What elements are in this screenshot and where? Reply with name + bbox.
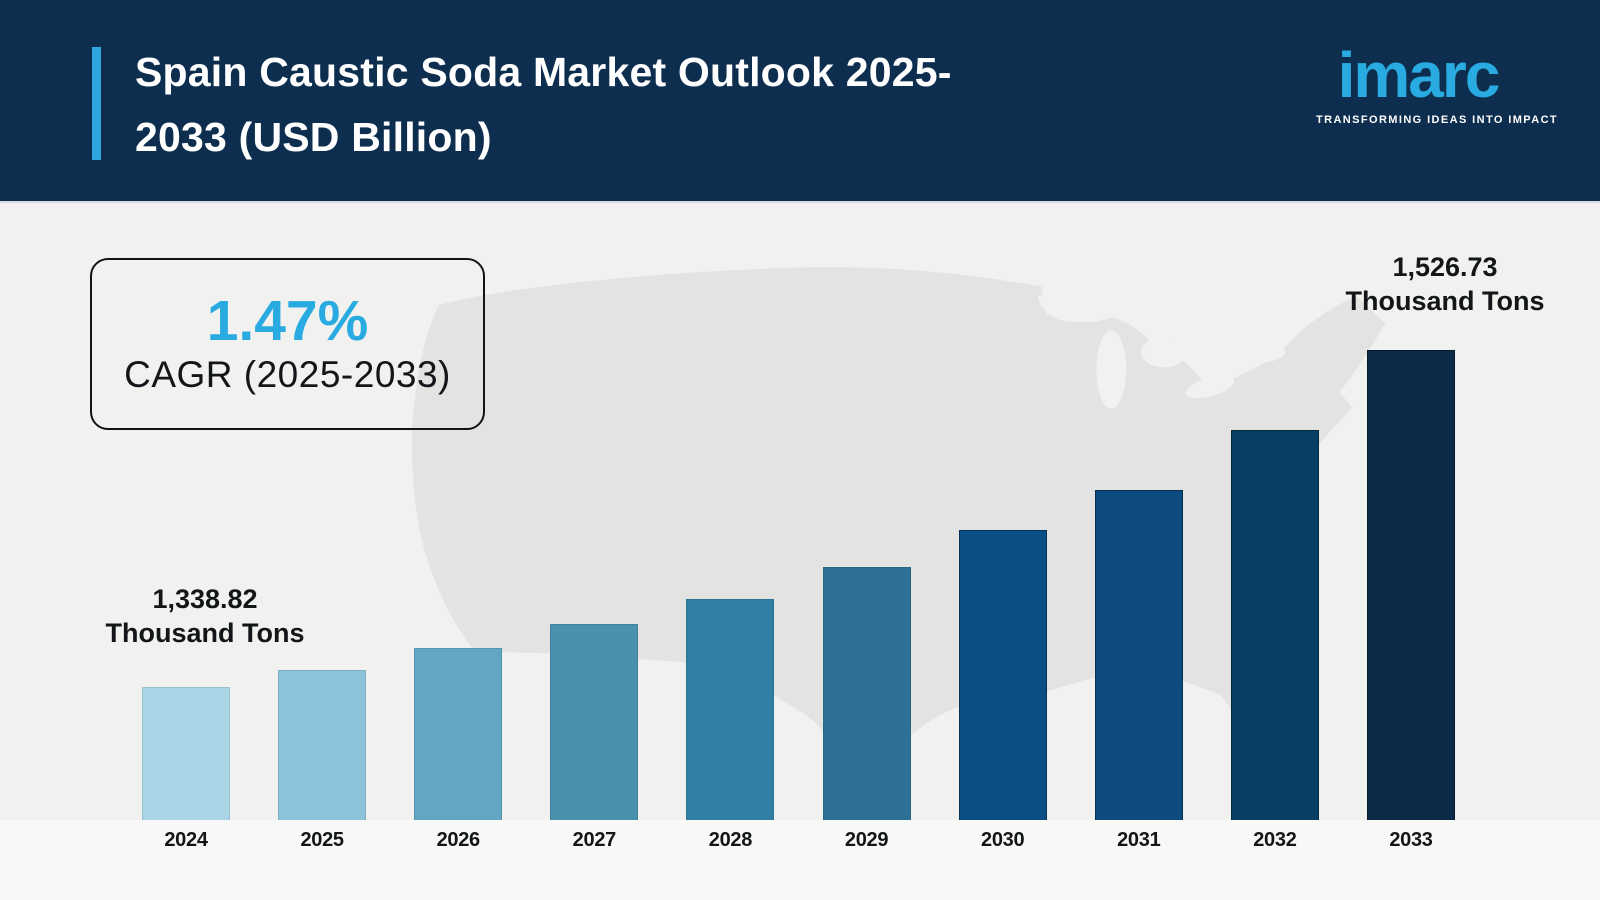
bars-row: 2024 2025 2026 2027 2028 2029 2030 2031 2032 2033 (142, 344, 1455, 851)
bar-2029 (822, 567, 911, 820)
bar-2033 (1366, 350, 1455, 820)
bar-column-2028: 2028 (686, 344, 775, 851)
imarc-logo-tagline: TRANSFORMING IDEAS INTO IMPACT (1316, 114, 1559, 126)
bar-column-2033: 2033 (1366, 344, 1455, 851)
x-axis-label-2032: 2032 (1253, 829, 1297, 851)
bar-column-2029: 2029 (822, 344, 911, 851)
x-axis-label-2026: 2026 (436, 829, 481, 851)
lake-erie-shape (1185, 375, 1235, 399)
bar-2027 (550, 624, 639, 820)
bar-2026 (414, 648, 503, 820)
bar-column-2025: 2025 (278, 344, 367, 851)
page-title-line-2: 2033 (USD Billion) (135, 114, 492, 160)
chart-area: 1.47% CAGR (2025-2033) 1,338.82 Thousand… (0, 203, 1600, 900)
bar-2025 (278, 670, 367, 820)
data-label-2024: 1,338.82 Thousand Tons (100, 582, 310, 650)
data-label-2024-value: 1,338.82 (152, 584, 258, 614)
bar-column-2032: 2032 (1230, 344, 1319, 851)
x-axis-label-2031: 2031 (1117, 829, 1161, 851)
bar-2024 (142, 687, 230, 820)
bar-2032 (1230, 430, 1319, 820)
bar-column-2027: 2027 (550, 344, 639, 851)
data-label-2033: 1,526.73 Thousand Tons (1340, 250, 1550, 318)
data-label-2033-value: 1,526.73 (1392, 252, 1498, 282)
data-label-2033-unit: Thousand Tons (1345, 286, 1545, 316)
bar-2031 (1094, 490, 1183, 820)
x-axis-label-2027: 2027 (572, 829, 617, 851)
cagr-label: CAGR (2025-2033) (124, 354, 451, 395)
lake-michigan-shape (1096, 330, 1127, 409)
header-band: Spain Caustic Soda Market Outlook 2025- … (0, 0, 1600, 203)
cagr-value: 1.47% (206, 289, 369, 353)
bar-column-2026: 2026 (414, 344, 503, 851)
bar-column-2024: 2024 (142, 344, 230, 851)
page-title: Spain Caustic Soda Market Outlook 2025- … (135, 40, 1095, 170)
bar-2028 (686, 599, 775, 820)
data-label-2024-unit: Thousand Tons (105, 618, 305, 648)
x-axis-label-2024: 2024 (164, 829, 208, 851)
x-axis-label-2030: 2030 (981, 829, 1025, 851)
x-axis-strip (0, 820, 1600, 900)
lake-ontario-shape (1247, 347, 1286, 364)
x-axis-label-2033: 2033 (1389, 829, 1433, 851)
x-axis-label-2029: 2029 (844, 829, 889, 851)
lake-superior-shape (1037, 291, 1126, 323)
title-accent-bar (92, 47, 101, 160)
bar-column-2031: 2031 (1094, 344, 1183, 851)
x-axis-label-2028: 2028 (708, 829, 753, 851)
bar-column-2030: 2030 (958, 344, 1047, 851)
bar-2030 (958, 530, 1047, 820)
imarc-logo-wordmark: imarc (1337, 39, 1501, 111)
page-title-line-1: Spain Caustic Soda Market Outlook 2025- (135, 49, 952, 95)
lake-huron-shape (1141, 336, 1187, 368)
cagr-callout-box: 1.47% CAGR (2025-2033) (90, 258, 485, 430)
x-axis-label-2025: 2025 (300, 829, 344, 851)
imarc-logo: imarc TRANSFORMING IDEAS INTO IMPACT (1316, 36, 1559, 126)
